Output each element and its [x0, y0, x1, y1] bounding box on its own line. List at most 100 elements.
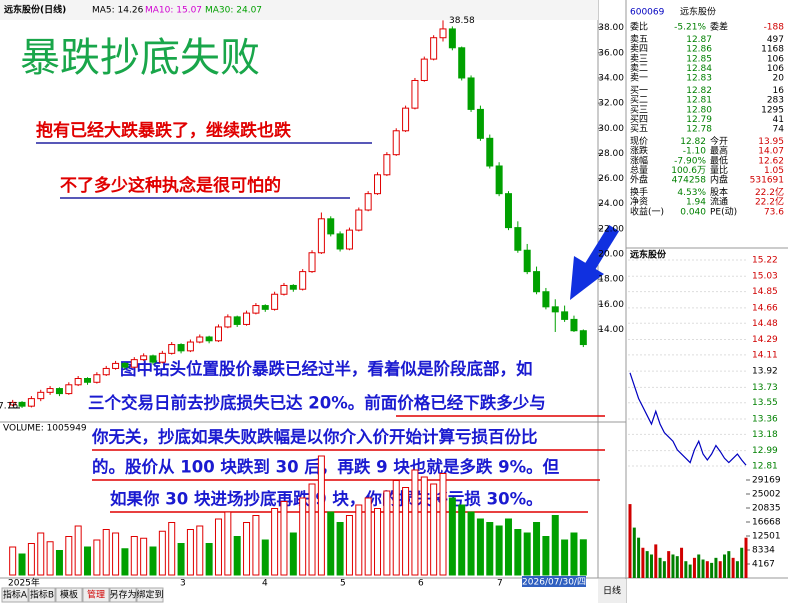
- period[interactable]: 日线: [603, 585, 621, 597]
- quote-value: 531691: [750, 176, 784, 186]
- intraday-volume-bar: [654, 544, 658, 578]
- y-tick-label: 34.00: [598, 73, 624, 83]
- quote-volume: 283: [767, 96, 784, 106]
- quote-label: 买一: [630, 85, 648, 96]
- volume-bar: [252, 515, 260, 576]
- period-tab[interactable]: [598, 579, 626, 603]
- tab[interactable]: [109, 587, 137, 603]
- quote-value: 22.2亿: [755, 186, 784, 198]
- candle-body: [345, 229, 353, 250]
- y-tick-label: 25002: [752, 490, 781, 500]
- candle-body: [402, 107, 410, 132]
- candle-body: [233, 316, 241, 325]
- quote-value: -1.10: [683, 147, 707, 157]
- tab-label[interactable]: 指标B: [30, 589, 54, 601]
- tab[interactable]: [28, 587, 56, 603]
- headline: 暴跌抄底失败: [20, 35, 260, 81]
- volume-bar: [308, 483, 316, 576]
- warning: 抱有已经大跌暴跌了，继续跌也跌: [36, 120, 292, 141]
- tab[interactable]: [55, 587, 83, 603]
- candle-body: [533, 271, 541, 293]
- y-tick-label: 29169: [752, 476, 781, 486]
- candle-body: [140, 355, 148, 361]
- volume-bar: [383, 490, 391, 576]
- quote-label: 买二: [630, 95, 648, 106]
- candle-body: [177, 344, 185, 352]
- quote-label: 流通: [710, 196, 728, 208]
- ma30: MA30: 24.07: [205, 6, 262, 16]
- y-tick-label: 13.18: [752, 430, 778, 440]
- tab-label[interactable]: 指标A: [3, 589, 28, 601]
- volume-bar: [317, 455, 325, 576]
- candle-body: [289, 284, 297, 290]
- volume-bar: [495, 525, 503, 576]
- candle-body: [579, 330, 587, 346]
- volume-bar: [55, 550, 63, 576]
- chart-title: 远东股份(日线): [4, 4, 66, 16]
- candle-body: [486, 137, 494, 167]
- quote-value: 0.040: [680, 207, 706, 217]
- intraday-volume-bar: [632, 527, 636, 578]
- intraday-volume-bar: [731, 557, 735, 578]
- volume-bar: [345, 515, 353, 576]
- tab-label[interactable]: 绑定到: [136, 589, 163, 601]
- volume-bar: [18, 553, 26, 576]
- quote-volume: 1168: [761, 45, 784, 55]
- quote-label: 现价: [630, 136, 648, 147]
- volume-bar: [430, 483, 438, 576]
- explanation: 三个交易日前去抄底损失已达 20%。前面价格已经下跌多少与: [88, 393, 546, 413]
- intraday-volume-bar: [680, 547, 684, 578]
- intraday-volume-bar: [662, 561, 666, 578]
- x-tick-label: 5: [340, 579, 346, 589]
- candle-body: [65, 384, 73, 395]
- quote-label: 换手: [630, 186, 648, 198]
- quote-label: 涨幅: [630, 154, 648, 166]
- candle-body: [504, 193, 512, 229]
- candle-body: [383, 154, 391, 176]
- intraday-volume-bar: [675, 556, 679, 578]
- volume-bar: [458, 504, 466, 576]
- quote-label: 卖一: [630, 73, 648, 84]
- quote-label: 卖四: [630, 44, 648, 55]
- intraday-volume-bar: [688, 564, 692, 578]
- tab[interactable]: [136, 587, 164, 603]
- candle-body: [299, 271, 307, 290]
- quote-label: 卖二: [630, 63, 648, 74]
- quote-value: -5.21%: [674, 23, 706, 33]
- intraday-volume-bar: [628, 504, 632, 578]
- quote-label: 卖五: [630, 34, 648, 45]
- volume-bar: [514, 529, 522, 576]
- intraday-volume-bar: [645, 551, 649, 578]
- quote-price: 12.83: [686, 74, 712, 84]
- tab[interactable]: [82, 587, 110, 603]
- tab-label[interactable]: 模板: [60, 589, 78, 601]
- low-label: 7.76: [0, 401, 18, 411]
- volume-label: VOLUME: 1005949: [3, 424, 87, 434]
- volume-bar: [243, 522, 251, 576]
- candle-body: [186, 341, 194, 352]
- quote-value: 73.6: [764, 207, 784, 217]
- y-tick-label: 16668: [752, 518, 781, 528]
- volume-bar: [121, 548, 129, 576]
- tab-label[interactable]: 另存为: [109, 589, 136, 601]
- y-tick-label: 36.00: [598, 48, 624, 58]
- y-tick-label: 13.55: [752, 398, 778, 408]
- quote-volume: 41: [773, 115, 784, 125]
- candle-body: [37, 391, 45, 400]
- candle-body: [243, 312, 251, 325]
- volume-bar: [140, 537, 148, 576]
- date-box: [522, 576, 586, 587]
- volume-bar: [233, 536, 241, 576]
- candle-body: [430, 37, 438, 60]
- quote-volume: 74: [773, 125, 785, 135]
- high-label: 38.58: [449, 16, 475, 26]
- volume-bar: [570, 532, 578, 576]
- quote-value: 12.62: [758, 156, 784, 166]
- candle-body: [280, 284, 288, 295]
- candle-body: [74, 378, 82, 386]
- candle-body: [112, 362, 120, 369]
- y-tick-label: 32.00: [598, 99, 624, 109]
- candle-body: [205, 336, 213, 342]
- tab[interactable]: [1, 587, 29, 603]
- tab-label[interactable]: 管理: [87, 589, 105, 601]
